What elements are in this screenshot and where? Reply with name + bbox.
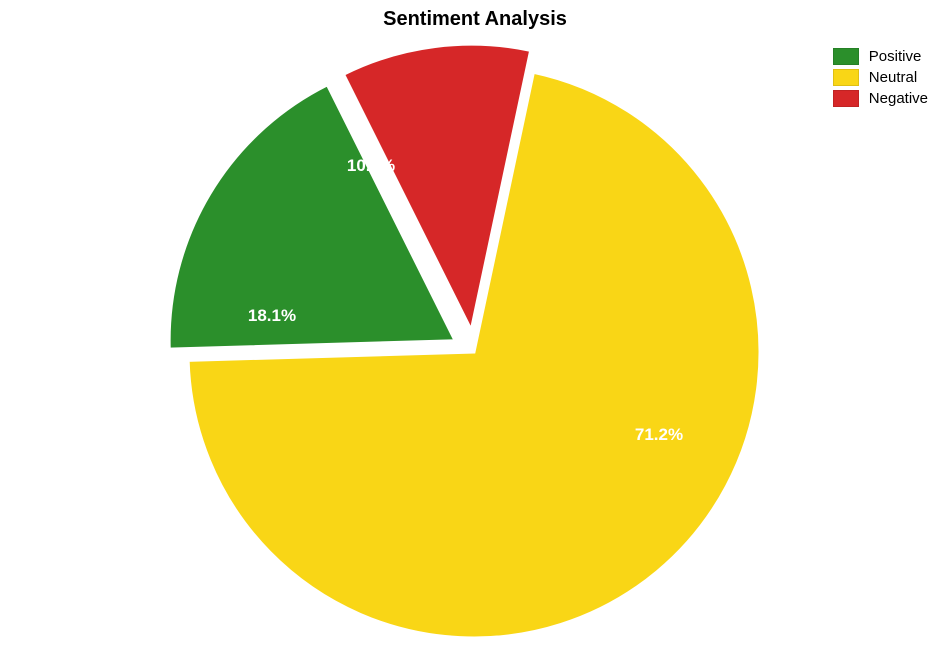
slice-label-negative: 10.7% bbox=[347, 156, 395, 176]
slice-label-neutral: 71.2% bbox=[635, 425, 683, 445]
slice-label-positive: 18.1% bbox=[248, 306, 296, 326]
pie-chart bbox=[0, 0, 950, 662]
legend-swatch-negative bbox=[833, 90, 859, 107]
legend-swatch-neutral bbox=[833, 69, 859, 86]
legend-item-negative: Negative bbox=[833, 90, 928, 107]
legend: Positive Neutral Negative bbox=[833, 48, 928, 111]
legend-label-negative: Negative bbox=[869, 90, 928, 107]
legend-label-neutral: Neutral bbox=[869, 69, 917, 86]
legend-label-positive: Positive bbox=[869, 48, 922, 65]
legend-item-neutral: Neutral bbox=[833, 69, 928, 86]
legend-swatch-positive bbox=[833, 48, 859, 65]
legend-item-positive: Positive bbox=[833, 48, 928, 65]
